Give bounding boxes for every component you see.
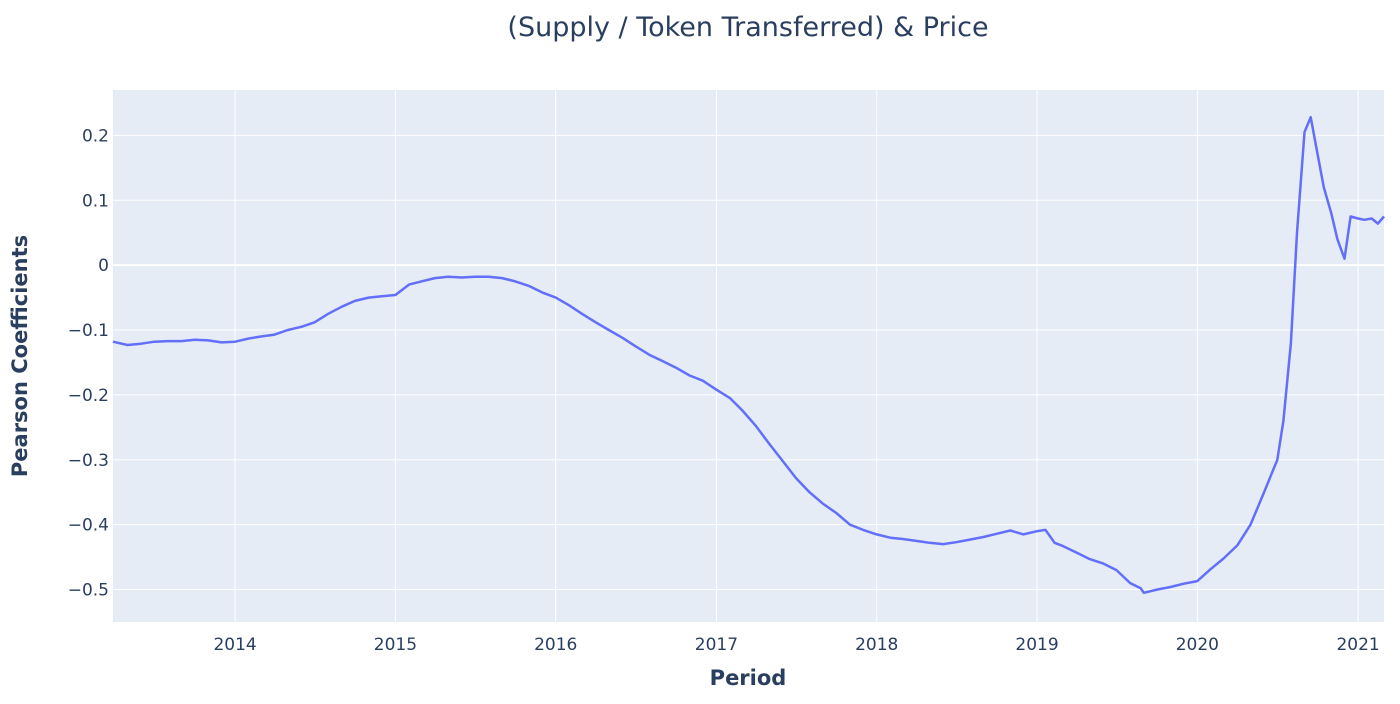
y-tick-label: −0.2 bbox=[68, 386, 109, 406]
x-tick-label: 2015 bbox=[374, 635, 417, 655]
x-tick-label: 2018 bbox=[855, 635, 898, 655]
y-tick-label: −0.1 bbox=[68, 321, 109, 341]
x-tick-labels: 2014 2015 2016 2017 2018 2019 2020 2021 bbox=[213, 635, 1379, 655]
y-tick-label: −0.3 bbox=[68, 451, 109, 471]
x-tick-label: 2016 bbox=[534, 635, 577, 655]
x-axis-title: Period bbox=[710, 666, 787, 690]
y-tick-label: 0.2 bbox=[82, 126, 109, 146]
x-tick-label: 2017 bbox=[695, 635, 738, 655]
y-tick-label: −0.5 bbox=[68, 581, 109, 601]
grid-lines bbox=[113, 90, 1384, 622]
chart-title: (Supply / Token Transferred) & Price bbox=[507, 12, 988, 43]
x-tick-label: 2014 bbox=[213, 635, 256, 655]
y-tick-label: −0.4 bbox=[68, 516, 109, 536]
series-layer bbox=[112, 115, 1385, 595]
y-tick-label: 0 bbox=[98, 256, 109, 276]
x-tick-label: 2021 bbox=[1336, 635, 1379, 655]
series-line bbox=[112, 115, 1385, 595]
x-tick-label: 2020 bbox=[1176, 635, 1219, 655]
y-tick-labels: 0.2 0.1 0 −0.1 −0.2 −0.3 −0.4 −0.5 bbox=[68, 126, 109, 600]
y-tick-label: 0.1 bbox=[82, 191, 109, 211]
y-axis-title: Pearson Coefficients bbox=[8, 235, 32, 477]
x-tick-label: 2019 bbox=[1015, 635, 1058, 655]
plot-background bbox=[113, 90, 1384, 622]
